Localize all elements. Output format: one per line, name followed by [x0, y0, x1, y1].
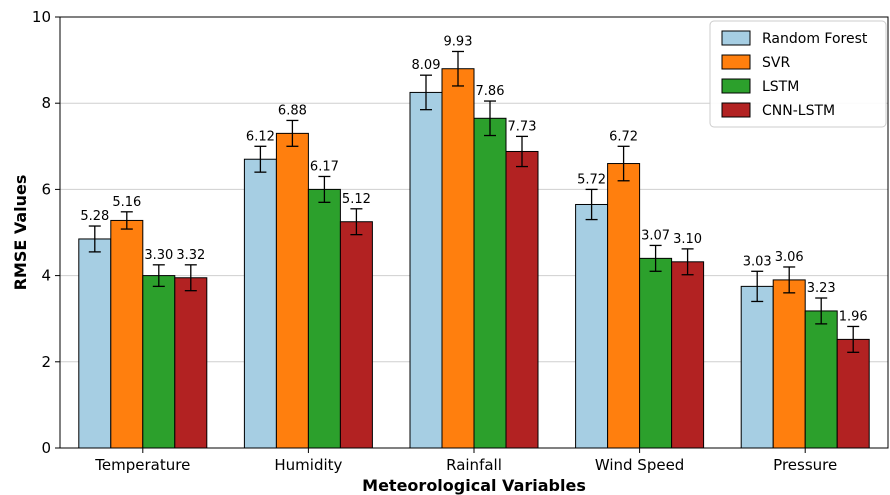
- legend: Random Forest SVR LSTM CNN-LSTM: [709, 20, 887, 128]
- bar: [78, 238, 112, 449]
- bar: [339, 221, 373, 449]
- x-tick-label: Rainfall: [446, 456, 502, 474]
- bar: [505, 150, 539, 449]
- bar: [740, 285, 774, 449]
- data-label: 3.06: [775, 250, 804, 265]
- y-tick-label: 6: [41, 180, 51, 198]
- bar: [174, 277, 208, 449]
- bar: [836, 338, 870, 449]
- bar: [307, 188, 341, 449]
- y-tick-label: 8: [41, 94, 51, 112]
- data-label: 6.12: [246, 129, 275, 144]
- bar: [243, 158, 277, 449]
- data-label: 7.73: [508, 119, 537, 134]
- bar: [473, 117, 507, 449]
- legend-label: LSTM: [762, 79, 799, 95]
- data-label: 3.07: [641, 228, 670, 243]
- bar: [142, 275, 176, 449]
- data-label-layer: 5.285.16 3.30 3.32 6.126.88 6.17 5.12 8.099.93…: [80, 34, 867, 324]
- data-label: 3.03: [743, 254, 772, 269]
- bar: [275, 132, 309, 449]
- data-label: 3.32: [176, 248, 205, 263]
- y-axis-title: RMSE Values: [11, 175, 30, 291]
- data-label: 7.86: [476, 84, 505, 99]
- legend-label: CNN-LSTM: [762, 103, 835, 119]
- y-tick-label: 2: [41, 353, 51, 371]
- data-label: 5.12: [342, 192, 371, 207]
- data-label: 9.93: [444, 34, 473, 49]
- legend-swatch: [721, 30, 751, 46]
- x-axis-ticks: Temperature Humidity Rainfall Wind Speed Pre…: [94, 448, 837, 474]
- data-label: 5.72: [577, 172, 606, 187]
- x-tick-label: Wind Speed: [595, 456, 685, 474]
- data-label: 3.30: [144, 248, 173, 263]
- data-label: 6.17: [310, 159, 339, 174]
- data-label: 5.16: [112, 195, 141, 210]
- legend-swatch: [721, 102, 751, 118]
- x-tick-label: Humidity: [274, 456, 342, 474]
- bar: [639, 257, 673, 449]
- y-tick-label: 0: [41, 439, 51, 457]
- bar: [671, 261, 705, 449]
- legend-label: Random Forest: [762, 31, 868, 47]
- bar: [110, 219, 144, 449]
- y-tick-label: 4: [41, 267, 51, 285]
- y-axis-ticks: 0 2 4 6 8 10: [32, 8, 60, 457]
- legend-box: [709, 20, 887, 128]
- data-label: 3.23: [807, 281, 836, 296]
- x-axis-title: Meteorological Variables: [362, 476, 586, 495]
- error-bar-layer: [88, 50, 860, 353]
- legend-label: SVR: [762, 55, 790, 71]
- bar: [409, 91, 443, 449]
- legend-swatch: [721, 54, 751, 70]
- legend-swatch: [721, 78, 751, 94]
- data-label: 6.88: [278, 103, 307, 118]
- bar: [804, 310, 838, 449]
- data-label: 5.28: [80, 209, 109, 224]
- x-tick-label: Temperature: [94, 456, 190, 474]
- data-label: 3.10: [673, 232, 702, 247]
- data-label: 6.72: [609, 129, 638, 144]
- bar: [441, 68, 475, 449]
- data-label: 8.09: [412, 58, 441, 73]
- bar: [575, 203, 609, 449]
- y-tick-label: 10: [32, 8, 51, 26]
- bar: [607, 163, 641, 449]
- data-label: 1.96: [839, 309, 868, 324]
- bar: [772, 279, 806, 449]
- x-tick-label: Pressure: [773, 456, 837, 474]
- bar-layer: [78, 68, 870, 449]
